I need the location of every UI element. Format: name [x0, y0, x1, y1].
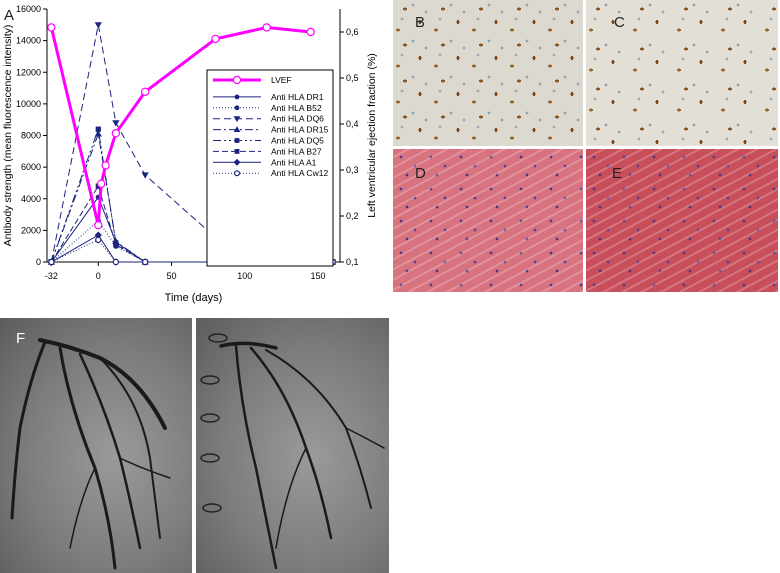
- y2-tick-label: 0,3: [346, 165, 359, 175]
- y2-tick-label: 0,4: [346, 119, 359, 129]
- antibody-lvef-chart: A 0 2000 4000 6000 8000 10000 12000 14000 16000 0,…: [2, 4, 378, 304]
- panel-a-label: A: [4, 7, 14, 24]
- y-tick-label: 2000: [21, 225, 41, 235]
- panel-e-he-stain-image: E: [586, 149, 778, 292]
- data-point-anti-hla-cw12: [141, 258, 149, 266]
- legend-label-anti-hla-dr1: Anti HLA DR1: [271, 92, 324, 102]
- y2-tick-label: 0,1: [346, 257, 359, 267]
- data-point-anti-hla-dr15: [94, 130, 102, 137]
- legend-label-anti-hla-dq6: Anti HLA DQ6: [271, 114, 324, 124]
- data-point-anti-hla-cw12: [112, 258, 120, 266]
- panel-c-immunostain-image: C: [586, 0, 778, 146]
- legend-marker-lvef: [232, 75, 242, 85]
- legend-marker-anti-hla-a1: [233, 158, 241, 166]
- legend-label-anti-hla-dr15: Anti HLA DR15: [271, 125, 328, 135]
- x-tick-label: 150: [311, 271, 326, 281]
- data-point-anti-hla-dq5: [95, 126, 101, 132]
- legend-marker-anti-hla-b52: [234, 105, 240, 111]
- panel-d-label: D: [415, 165, 426, 182]
- data-point-lvef: [211, 34, 220, 44]
- y2-axis-title: Left ventricular ejection fraction (%): [366, 53, 378, 218]
- x-tick-label: 0: [96, 271, 101, 281]
- legend-box: [206, 69, 334, 267]
- legend-label-lvef: LVEF: [271, 75, 292, 85]
- y-tick-label: 10000: [16, 99, 41, 109]
- data-point-lvef: [262, 23, 271, 32]
- y2-tick-label: 0,6: [346, 27, 359, 37]
- legend-label-anti-hla-a1: Anti HLA A1: [271, 157, 317, 167]
- legend-marker-anti-hla-dq6: [233, 116, 241, 123]
- legend-label-anti-hla-b27: Anti HLA B27: [271, 146, 322, 156]
- y-tick-label: 0: [36, 257, 41, 267]
- data-point-lvef: [306, 27, 315, 37]
- panel-f-label: F: [16, 330, 26, 347]
- legend-marker-anti-hla-b27: [234, 149, 240, 154]
- data-point-anti-hla-b27: [113, 242, 119, 248]
- data-point-lvef: [140, 87, 150, 97]
- data-point-anti-hla-dq6: [141, 172, 149, 179]
- x-axis-title: Time (days): [165, 292, 223, 304]
- y-axis-title: Antibody strength (mean fluorescence int…: [2, 25, 14, 247]
- y-tick-label: 8000: [21, 131, 41, 141]
- legend-label-anti-hla-dq5: Anti HLA DQ5: [271, 136, 324, 146]
- data-point-anti-hla-dq6: [112, 120, 120, 127]
- data-point-anti-hla-cw12: [95, 236, 102, 244]
- panel-b-label: B: [415, 14, 426, 31]
- y-tick-label: 12000: [16, 67, 41, 77]
- y2-tick-label: 0,5: [346, 73, 359, 83]
- y2-tick-label: 0,2: [346, 211, 359, 221]
- data-point-lvef: [47, 23, 56, 32]
- data-point-anti-hla-a1: [94, 231, 102, 239]
- panel-f-angiogram-left: F: [0, 318, 192, 573]
- panel-b-immunostain-image: B: [393, 0, 583, 146]
- legend-marker-anti-hla-dq5: [234, 138, 240, 143]
- x-tick-label: -32: [45, 271, 58, 281]
- y-tick-label: 14000: [16, 36, 41, 46]
- legend-label-anti-hla-b52: Anti HLA B52: [271, 103, 322, 113]
- x-tick-label: 50: [167, 271, 177, 281]
- x-tick-label: 100: [237, 271, 252, 281]
- panel-e-label: E: [612, 165, 623, 182]
- panel-f-angiogram-right: [196, 318, 389, 573]
- data-point-lvef: [111, 128, 121, 138]
- legend-marker-anti-hla-dr15: [233, 126, 241, 132]
- panel-c-label: C: [614, 14, 625, 31]
- data-point-lvef: [101, 161, 110, 170]
- data-point-anti-hla-dq6: [94, 22, 102, 29]
- legend-marker-anti-hla-cw12: [234, 170, 241, 177]
- y-tick-label: 6000: [21, 162, 41, 172]
- panel-d-he-stain-image: D: [393, 149, 583, 292]
- coronary-vessels-left: [10, 338, 171, 570]
- legend-marker-anti-hla-dr1: [234, 94, 240, 100]
- y-tick-label: 16000: [16, 4, 41, 14]
- data-point-lvef: [94, 220, 103, 230]
- coronary-vessels-right: [200, 333, 385, 570]
- y-tick-label: 4000: [21, 194, 41, 204]
- data-point-lvef: [97, 179, 106, 188]
- data-point-anti-hla-cw12: [48, 258, 55, 266]
- legend-label-anti-hla-cw12: Anti HLA Cw12: [271, 168, 328, 178]
